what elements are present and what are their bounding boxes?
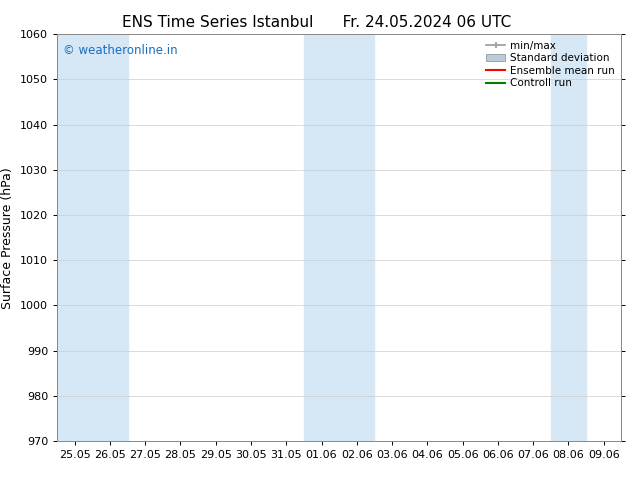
Text: ENS Time Series Istanbul      Fr. 24.05.2024 06 UTC: ENS Time Series Istanbul Fr. 24.05.2024 … [122,15,512,30]
Legend: min/max, Standard deviation, Ensemble mean run, Controll run: min/max, Standard deviation, Ensemble me… [482,36,619,93]
Bar [57,34,93,441]
Bar [339,34,375,441]
Y-axis label: Surface Pressure (hPa): Surface Pressure (hPa) [1,167,15,309]
Bar [304,34,339,441]
Bar [551,34,586,441]
Bar [93,34,127,441]
Text: © weatheronline.in: © weatheronline.in [63,45,178,57]
